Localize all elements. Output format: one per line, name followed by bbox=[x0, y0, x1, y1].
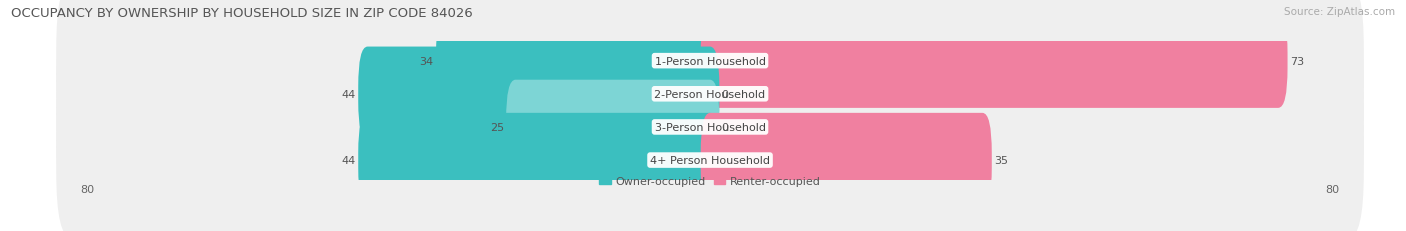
Text: 34: 34 bbox=[419, 56, 433, 66]
Text: 44: 44 bbox=[342, 155, 356, 165]
FancyBboxPatch shape bbox=[56, 16, 1364, 172]
FancyBboxPatch shape bbox=[359, 47, 720, 141]
FancyBboxPatch shape bbox=[56, 49, 1364, 205]
Text: 44: 44 bbox=[342, 89, 356, 99]
Text: 1-Person Household: 1-Person Household bbox=[655, 56, 765, 66]
Legend: Owner-occupied, Renter-occupied: Owner-occupied, Renter-occupied bbox=[599, 175, 821, 186]
Text: 4+ Person Household: 4+ Person Household bbox=[650, 155, 770, 165]
Text: OCCUPANCY BY OWNERSHIP BY HOUSEHOLD SIZE IN ZIP CODE 84026: OCCUPANCY BY OWNERSHIP BY HOUSEHOLD SIZE… bbox=[11, 7, 472, 20]
Text: 0: 0 bbox=[721, 89, 728, 99]
Text: 2-Person Household: 2-Person Household bbox=[654, 89, 766, 99]
Text: Source: ZipAtlas.com: Source: ZipAtlas.com bbox=[1284, 7, 1395, 17]
FancyBboxPatch shape bbox=[436, 14, 720, 108]
FancyBboxPatch shape bbox=[56, 0, 1364, 139]
Text: 35: 35 bbox=[994, 155, 1008, 165]
Text: 73: 73 bbox=[1289, 56, 1303, 66]
Text: 0: 0 bbox=[721, 122, 728, 132]
Text: 3-Person Household: 3-Person Household bbox=[655, 122, 765, 132]
FancyBboxPatch shape bbox=[700, 113, 991, 207]
FancyBboxPatch shape bbox=[700, 14, 1288, 108]
Text: 25: 25 bbox=[489, 122, 503, 132]
FancyBboxPatch shape bbox=[56, 82, 1364, 231]
FancyBboxPatch shape bbox=[359, 113, 720, 207]
FancyBboxPatch shape bbox=[506, 80, 720, 174]
